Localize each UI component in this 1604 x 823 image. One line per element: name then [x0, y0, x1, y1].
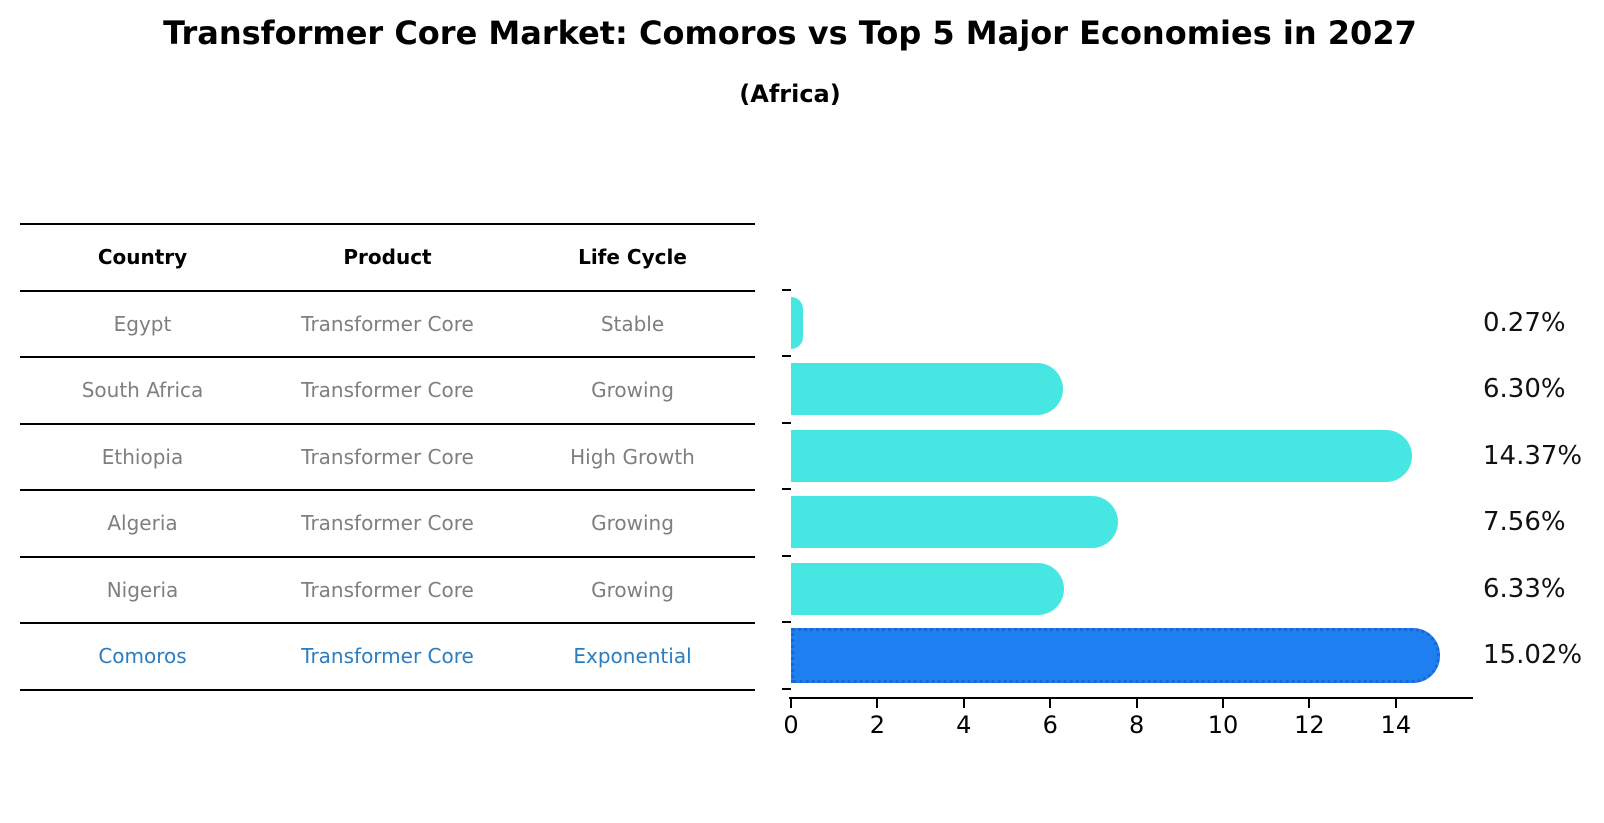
cell-country: Algeria	[107, 511, 178, 536]
bar	[791, 296, 803, 349]
y-tick-mark	[782, 554, 791, 557]
bar	[791, 429, 1412, 482]
table-row: South Africa Transformer Core Growing	[20, 358, 755, 425]
cell-product: Transformer Core	[301, 378, 474, 403]
bar-value-label: 15.02%	[1483, 640, 1583, 671]
cell-product: Transformer Core	[301, 444, 474, 469]
cell-product: Transformer Core	[301, 511, 474, 536]
chart-title: Transformer Core Market: Comoros vs Top …	[163, 14, 1417, 52]
cell-product: Transformer Core	[301, 311, 474, 336]
x-tick-label: 8	[1128, 711, 1145, 739]
bar-value-label: 6.30%	[1483, 374, 1566, 405]
column-header-country: Country	[97, 245, 188, 270]
x-tick-mark	[1222, 699, 1225, 708]
cell-country: Egypt	[113, 311, 172, 336]
table-body: Egypt Transformer Core Stable South Africa T…	[20, 292, 755, 691]
x-tick-mark	[1394, 699, 1397, 708]
table-header-row: Country Product Life Cycle	[20, 225, 755, 292]
bar-plot: 0 2 4 6 8 10 12 14	[782, 223, 1473, 739]
x-tick-mark	[962, 699, 965, 708]
x-tick-label: 6	[1042, 711, 1058, 739]
x-axis-line	[789, 697, 1473, 699]
x-tick-mark	[1049, 699, 1052, 708]
data-table: Country Product Life Cycle Egypt Transfor…	[20, 223, 755, 691]
bar	[791, 496, 1118, 549]
bar-value-label: 7.56%	[1483, 507, 1566, 538]
x-tick-label: 12	[1294, 711, 1325, 739]
x-tick-label: 0	[783, 711, 799, 739]
bar-value-label: 6.33%	[1483, 573, 1566, 604]
x-tick-mark	[1135, 699, 1138, 708]
y-tick-mark	[782, 421, 791, 424]
x-tick-label: 4	[956, 711, 972, 739]
y-tick-mark	[782, 488, 791, 490]
y-tick-mark	[782, 355, 791, 357]
bar-value-label: 0.27%	[1483, 307, 1566, 338]
cell-lifecycle: Exponential	[573, 644, 692, 669]
cell-lifecycle: Growing	[591, 511, 674, 536]
table-row: Ethiopia Transformer Core High Growth	[20, 425, 755, 491]
bar-highlighted	[791, 627, 1440, 683]
y-tick-mark	[782, 288, 791, 291]
table-row: Egypt Transformer Core Stable	[20, 292, 755, 358]
column-header-lifecycle: Life Cycle	[578, 245, 687, 270]
table-row: Nigeria Transformer Core Growing	[20, 558, 755, 624]
bar	[791, 562, 1065, 615]
cell-country: Comoros	[98, 644, 187, 669]
cell-lifecycle: Growing	[591, 378, 674, 403]
y-tick-mark	[782, 687, 791, 690]
cell-lifecycle: Growing	[591, 577, 674, 602]
x-tick-label: 10	[1207, 711, 1239, 739]
x-tick-mark	[876, 699, 879, 708]
x-tick-label: 2	[869, 711, 886, 739]
x-tick-mark	[790, 699, 792, 708]
bar-value-label: 14.37%	[1483, 440, 1583, 471]
cell-lifecycle: High Growth	[570, 444, 695, 469]
x-tick-label: 14	[1380, 711, 1412, 739]
cell-country: Nigeria	[106, 577, 179, 602]
cell-lifecycle: Stable	[600, 311, 665, 336]
bar	[791, 363, 1064, 416]
cell-product: Transformer Core	[301, 577, 474, 602]
chart-subtitle: (Africa)	[739, 80, 841, 108]
column-header-product: Product	[343, 245, 432, 270]
cell-product: Transformer Core	[301, 644, 474, 669]
cell-country: Ethiopia	[101, 444, 184, 469]
table-row: Comoros Transformer Core Exponential	[20, 624, 755, 691]
x-tick-mark	[1308, 699, 1311, 708]
y-tick-mark	[782, 621, 791, 623]
cell-country: South Africa	[81, 378, 204, 403]
table-row: Algeria Transformer Core Growing	[20, 491, 755, 558]
